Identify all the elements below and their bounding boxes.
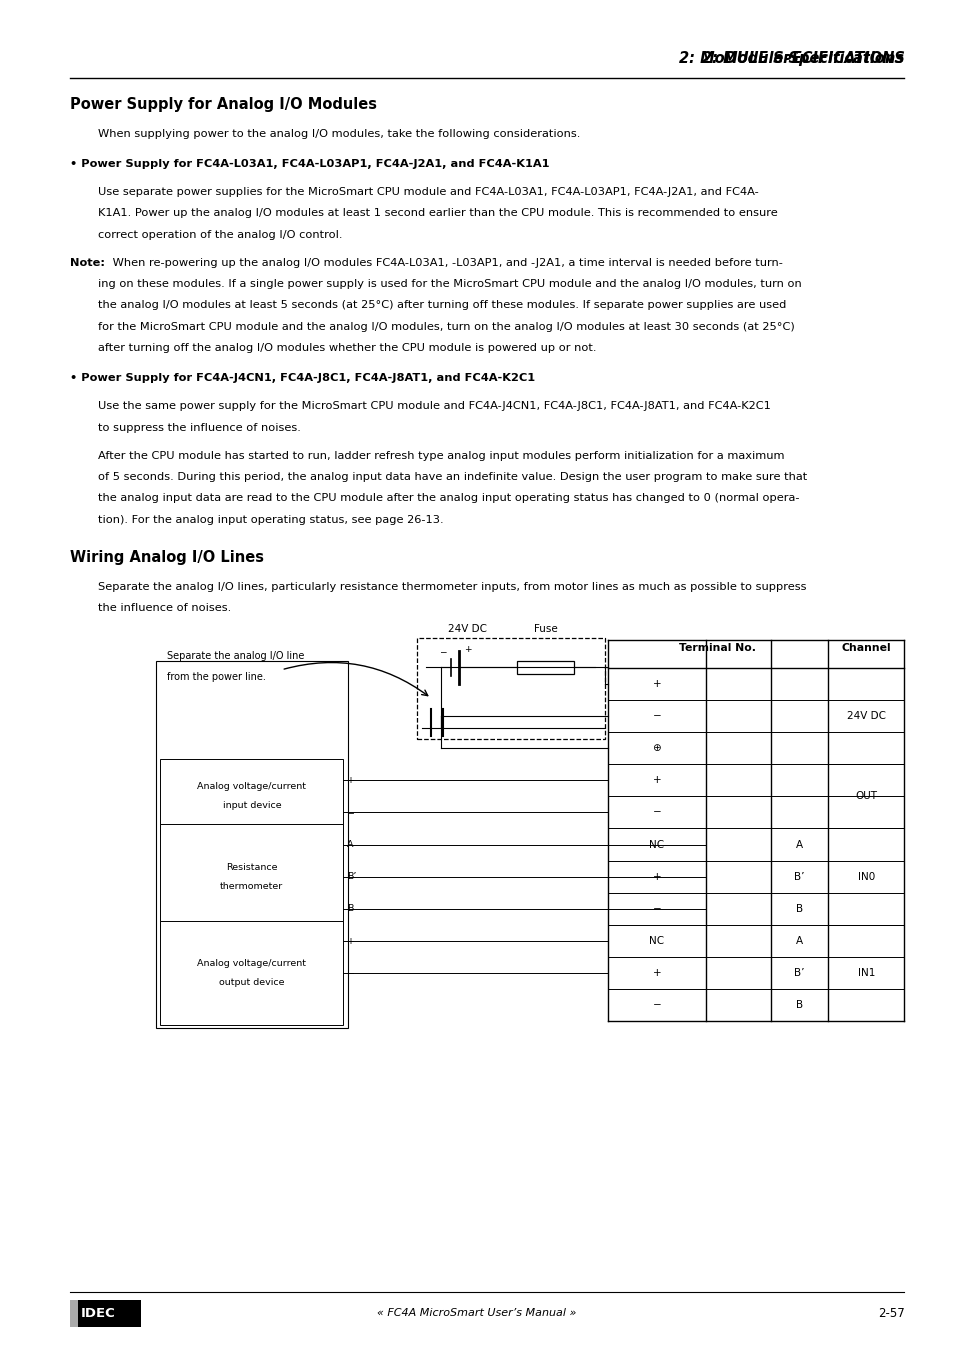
Text: IDEC: IDEC [81, 1306, 115, 1320]
Text: to suppress the influence of noises.: to suppress the influence of noises. [98, 423, 301, 432]
Text: −: − [652, 904, 660, 913]
Text: A: A [795, 936, 802, 946]
Bar [155, 661, 348, 1028]
Text: Fuse: Fuse [534, 624, 557, 634]
Text: thermometer: thermometer [220, 882, 283, 890]
Text: Note:: Note: [70, 258, 105, 267]
Text: +: + [652, 969, 660, 978]
Bar [160, 824, 343, 929]
Text: +: + [463, 644, 471, 654]
Text: Channel: Channel [841, 643, 890, 653]
Bar [160, 921, 343, 1025]
Text: K1A1. Power up the analog I/O modules at least 1 second earlier than the CPU mod: K1A1. Power up the analog I/O modules at… [98, 208, 778, 219]
Text: Analog voltage/current: Analog voltage/current [197, 959, 306, 969]
Bar [70, 1300, 78, 1327]
Text: When re-powering up the analog I/O modules FC4A-L03A1, -L03AP1, and -J2A1, a tim: When re-powering up the analog I/O modul… [109, 258, 781, 267]
Text: B: B [795, 904, 802, 913]
Text: IN0: IN0 [857, 871, 874, 882]
Bar [160, 759, 343, 834]
Text: B’: B’ [793, 871, 804, 882]
Text: B’: B’ [793, 969, 804, 978]
Text: • Power Supply for FC4A-L03A1, FC4A-L03AP1, FC4A-J2A1, and FC4A-K1A1: • Power Supply for FC4A-L03A1, FC4A-L03A… [70, 159, 549, 169]
Text: Separate the analog I/O line: Separate the analog I/O line [167, 651, 304, 661]
Text: Use separate power supplies for the MicroSmart CPU module and FC4A-L03A1, FC4A-L: Use separate power supplies for the Micr… [98, 186, 759, 197]
Text: −: − [652, 1000, 660, 1011]
Text: Wiring Analog I/O Lines: Wiring Analog I/O Lines [70, 550, 263, 565]
Text: tion). For the analog input operating status, see page 26-13.: tion). For the analog input operating st… [98, 515, 443, 526]
Text: 24V DC: 24V DC [448, 624, 486, 634]
Text: Use the same power supply for the MicroSmart CPU module and FC4A-J4CN1, FC4A-J8C: Use the same power supply for the MicroS… [98, 401, 770, 411]
Bar [517, 661, 574, 674]
Text: B: B [795, 1000, 802, 1011]
Text: from the power line.: from the power line. [167, 671, 266, 682]
Text: B: B [347, 904, 354, 913]
Text: input device: input device [222, 801, 281, 811]
Text: 24V DC: 24V DC [846, 711, 884, 721]
Text: A: A [347, 840, 354, 848]
Text: Analog voltage/current: Analog voltage/current [197, 782, 306, 792]
Text: 2-57: 2-57 [877, 1306, 903, 1320]
Text: IN1: IN1 [857, 969, 874, 978]
Text: NC: NC [649, 839, 663, 850]
Text: −: − [438, 647, 446, 657]
Text: Resistance: Resistance [226, 863, 277, 871]
Text: correct operation of the analog I/O control.: correct operation of the analog I/O cont… [98, 230, 342, 239]
Text: Terminal No.: Terminal No. [679, 643, 756, 653]
Text: +: + [652, 775, 660, 785]
Text: NC: NC [649, 936, 663, 946]
Text: −: − [652, 808, 660, 817]
Text: −: − [347, 969, 355, 978]
Text: 2: Module Specifications: 2: Module Specifications [701, 50, 903, 66]
Text: « FC4A MicroSmart User’s Manual »: « FC4A MicroSmart User’s Manual » [377, 1308, 576, 1319]
Text: 2: MᴏDULE SᴘECIFICATIONS: 2: MᴏDULE SᴘECIFICATIONS [678, 50, 903, 66]
Text: the analog input data are read to the CPU module after the analog input operatin: the analog input data are read to the CP… [98, 493, 799, 504]
Text: ing on these modules. If a single power supply is used for the MicroSmart CPU mo: ing on these modules. If a single power … [98, 280, 801, 289]
Text: Power Supply for Analog I/O Modules: Power Supply for Analog I/O Modules [70, 97, 376, 112]
Text: for the MicroSmart CPU module and the analog I/O modules, turn on the analog I/O: for the MicroSmart CPU module and the an… [98, 322, 794, 332]
Text: After the CPU module has started to run, ladder refresh type analog input module: After the CPU module has started to run,… [98, 451, 784, 461]
Text: • Power Supply for FC4A-J4CN1, FC4A-J8C1, FC4A-J8AT1, and FC4A-K2C1: • Power Supply for FC4A-J4CN1, FC4A-J8C1… [70, 373, 535, 384]
Text: Separate the analog I/O lines, particularly resistance thermometer inputs, from : Separate the analog I/O lines, particula… [98, 582, 806, 592]
Text: +: + [347, 775, 355, 785]
Text: +: + [347, 936, 355, 946]
Text: When supplying power to the analog I/O modules, take the following consideration: When supplying power to the analog I/O m… [98, 128, 580, 139]
Text: −: − [347, 808, 355, 817]
Text: B’: B’ [347, 873, 356, 881]
Text: −: − [652, 711, 660, 721]
Text: the analog I/O modules at least 5 seconds (at 25°C) after turning off these modu: the analog I/O modules at least 5 second… [98, 300, 786, 311]
Text: +: + [652, 678, 660, 689]
Text: the influence of noises.: the influence of noises. [98, 604, 232, 613]
Text: OUT: OUT [854, 792, 877, 801]
Text: ⊕: ⊕ [652, 743, 660, 753]
Text: output device: output device [219, 978, 284, 988]
Text: +: + [652, 871, 660, 882]
Text: of 5 seconds. During this period, the analog input data have an indefinite value: of 5 seconds. During this period, the an… [98, 471, 806, 482]
Text: A: A [795, 839, 802, 850]
Bar [70, 1300, 141, 1327]
Text: after turning off the analog I/O modules whether the CPU module is powered up or: after turning off the analog I/O modules… [98, 343, 597, 354]
